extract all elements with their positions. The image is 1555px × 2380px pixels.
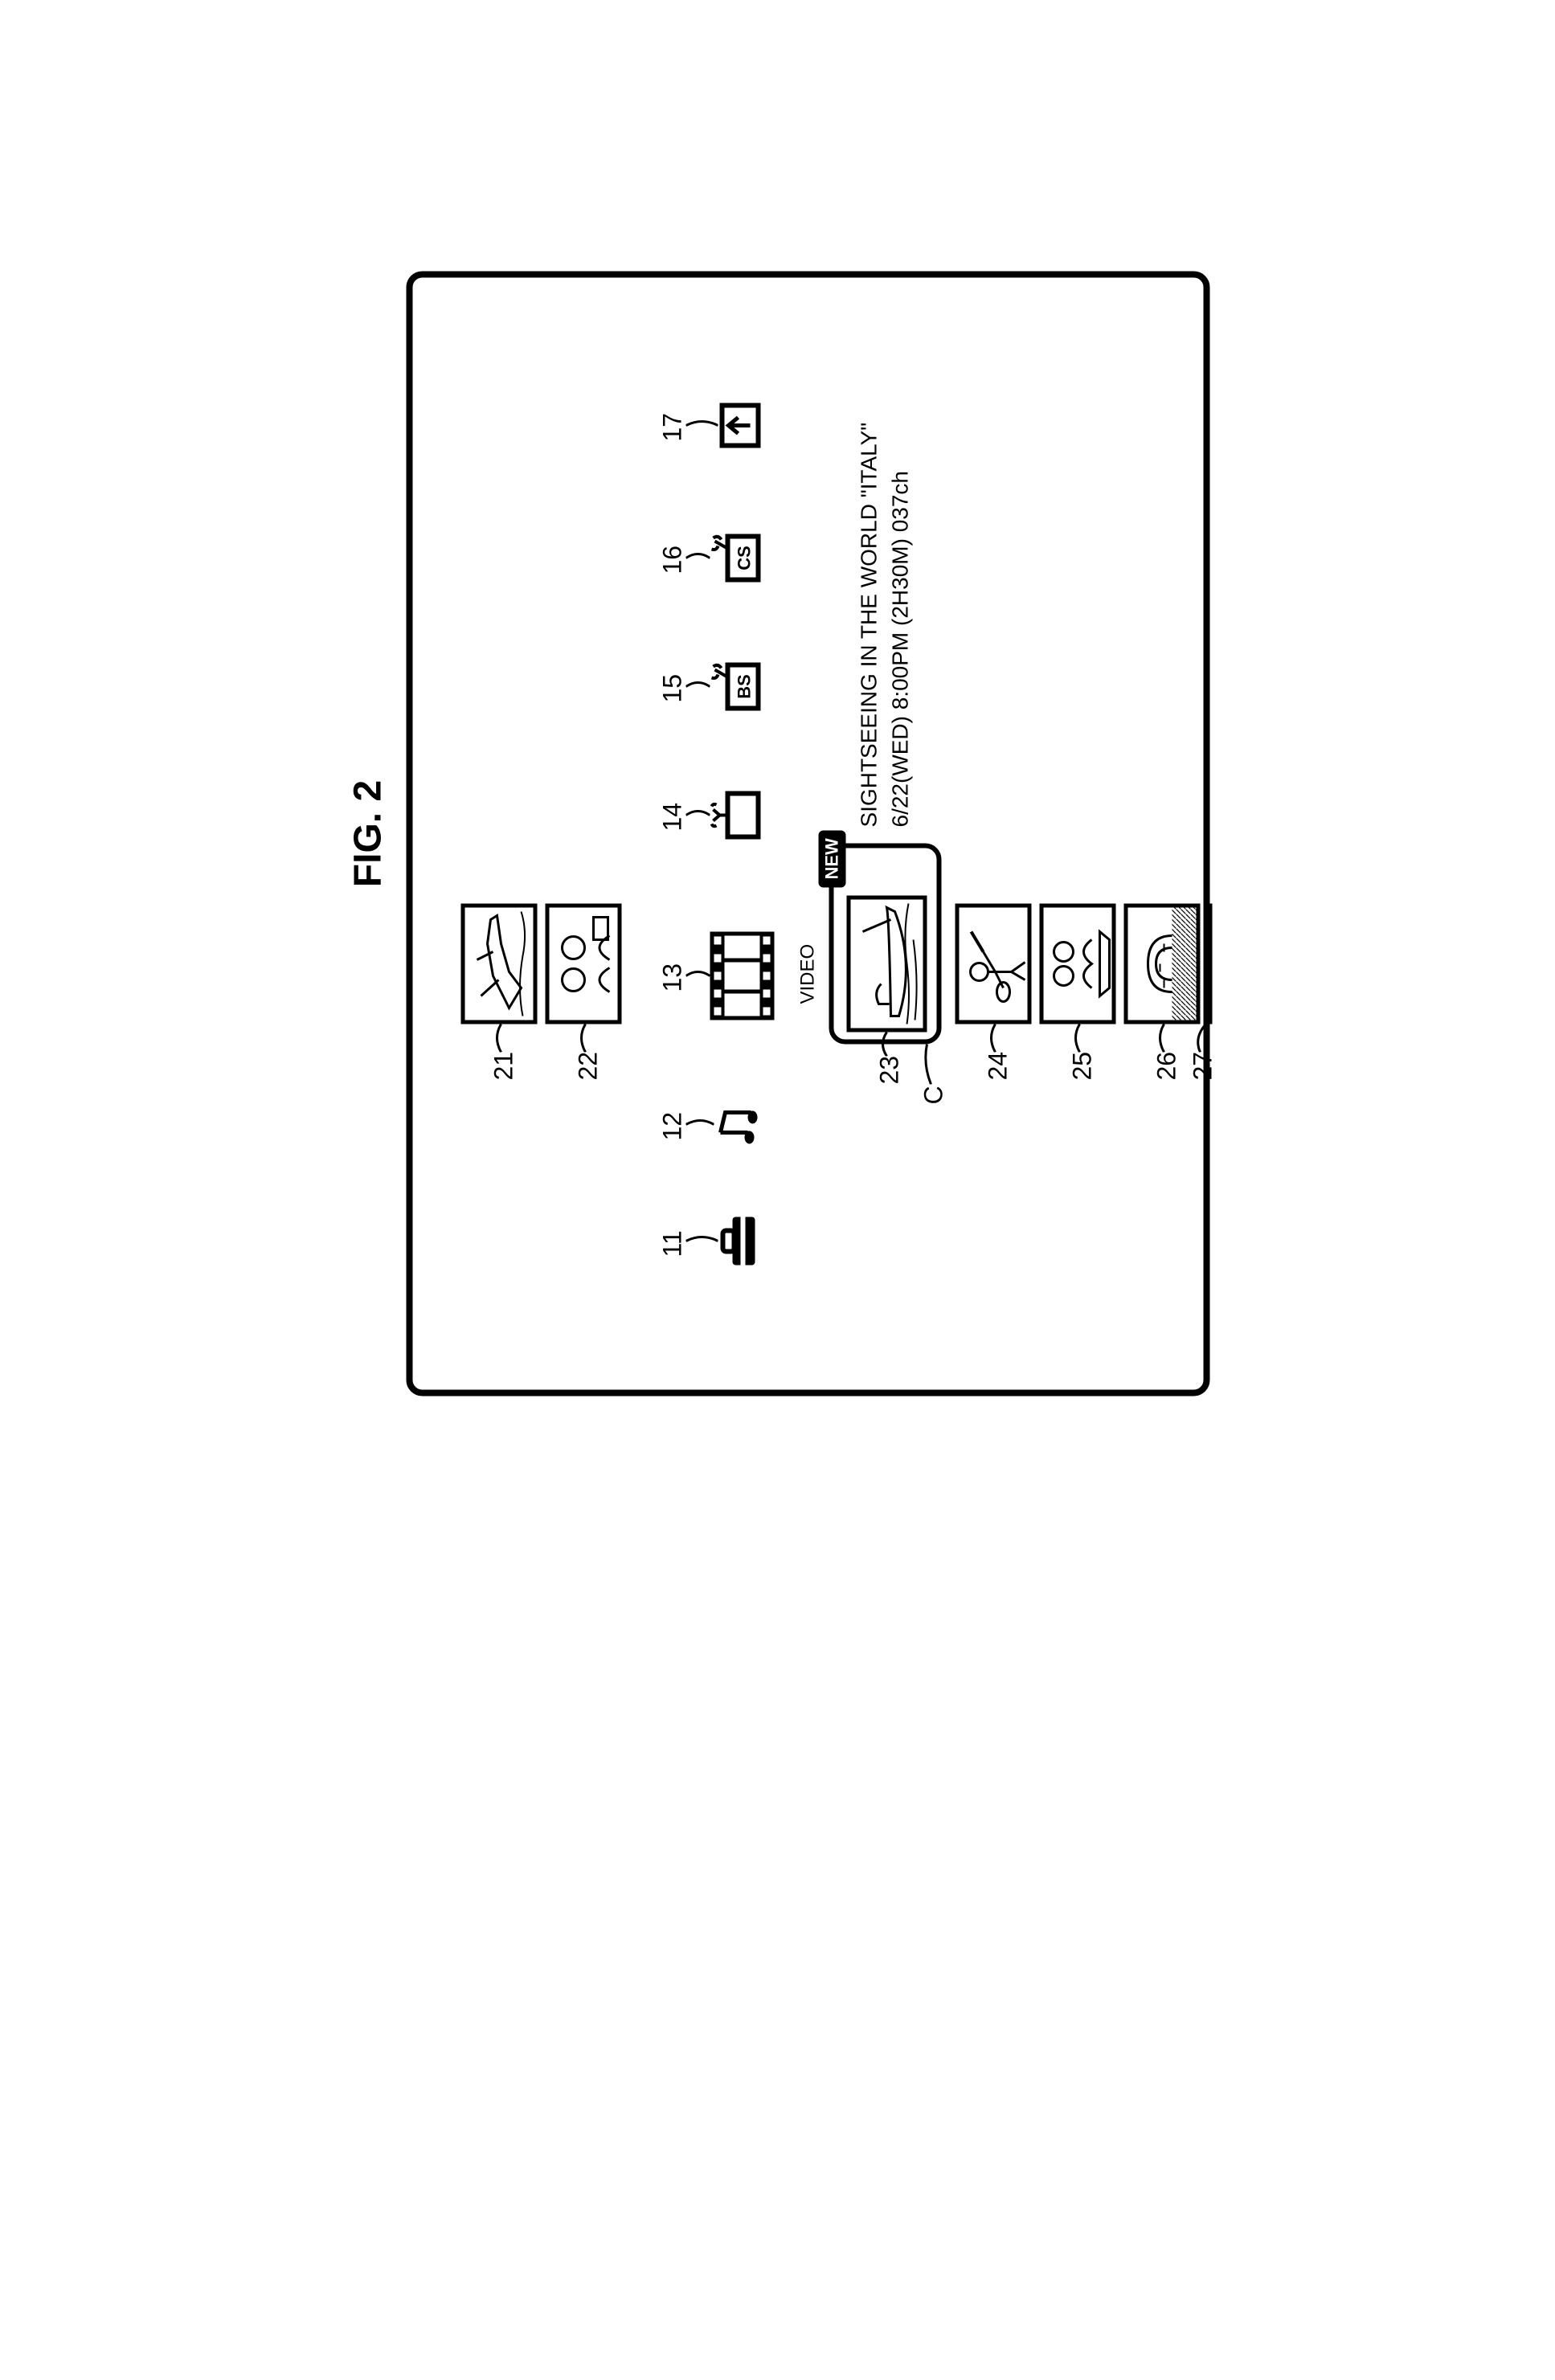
- svg-text:BS: BS: [734, 674, 754, 699]
- video-category-label: VIDEO: [796, 944, 819, 1004]
- category-settings[interactable]: [718, 1213, 758, 1270]
- thumb-21[interactable]: [460, 904, 537, 1024]
- category-output[interactable]: [718, 402, 762, 450]
- ref-17: 17: [657, 413, 687, 442]
- ref-15: 15: [657, 674, 687, 703]
- thumb-27-partial[interactable]: [1208, 904, 1212, 1024]
- bs-tv-icon: BS: [710, 659, 762, 715]
- ref-27: 27: [1188, 1052, 1217, 1081]
- category-terrestrial[interactable]: [710, 787, 762, 844]
- metadata-subtitle: 6/22(WED) 8:00PM (2H30M) 037ch: [884, 423, 915, 828]
- ref-13: 13: [657, 963, 687, 992]
- cursor-label: C: [919, 1086, 948, 1104]
- thumb-25[interactable]: [1039, 904, 1115, 1024]
- ref-14: 14: [657, 803, 687, 832]
- cs-tv-icon: CS: [710, 530, 762, 587]
- airplane-thumb-icon: [464, 908, 533, 1020]
- painter-thumb-icon: [959, 908, 1027, 1020]
- category-music[interactable]: [714, 1101, 762, 1149]
- ref-11: 11: [657, 1230, 687, 1257]
- arrow-box-icon: [718, 402, 762, 450]
- two-people-thumb-icon: [549, 908, 617, 1020]
- tv-antenna-icon: [710, 787, 762, 844]
- metadata-title: SIGHTSEEING IN THE WORLD "ITALY": [853, 423, 884, 828]
- toolbox-icon: [718, 1213, 758, 1270]
- new-badge: NEW: [818, 830, 845, 887]
- ref-16: 16: [657, 546, 687, 575]
- tv-screen-frame: 11 12 13 VIDEO: [406, 272, 1209, 1397]
- selected-item-metadata: SIGHTSEEING IN THE WORLD "ITALY" 6/22(WE…: [853, 423, 915, 828]
- thumb-22[interactable]: [545, 904, 621, 1024]
- svg-text:CS: CS: [734, 546, 754, 570]
- ref-21: 21: [489, 1052, 518, 1081]
- ref-12: 12: [657, 1112, 687, 1141]
- cooking-thumb-icon: [1043, 908, 1111, 1020]
- ref-22: 22: [573, 1052, 603, 1081]
- ref-23: 23: [874, 1056, 904, 1085]
- ref-24: 24: [983, 1052, 1013, 1081]
- ref-25: 25: [1067, 1052, 1097, 1081]
- category-bs[interactable]: BS: [710, 659, 762, 715]
- figure-label: FIG. 2: [346, 272, 390, 1397]
- category-cs[interactable]: CS: [710, 530, 762, 587]
- category-video[interactable]: [710, 932, 774, 1020]
- music-note-icon: [714, 1101, 762, 1149]
- film-reel-icon: [710, 932, 774, 1020]
- bread-thumb-icon: [1127, 908, 1196, 1020]
- thumb-24[interactable]: [955, 904, 1031, 1024]
- thumb-26[interactable]: [1123, 904, 1200, 1024]
- ref-26: 26: [1152, 1052, 1181, 1081]
